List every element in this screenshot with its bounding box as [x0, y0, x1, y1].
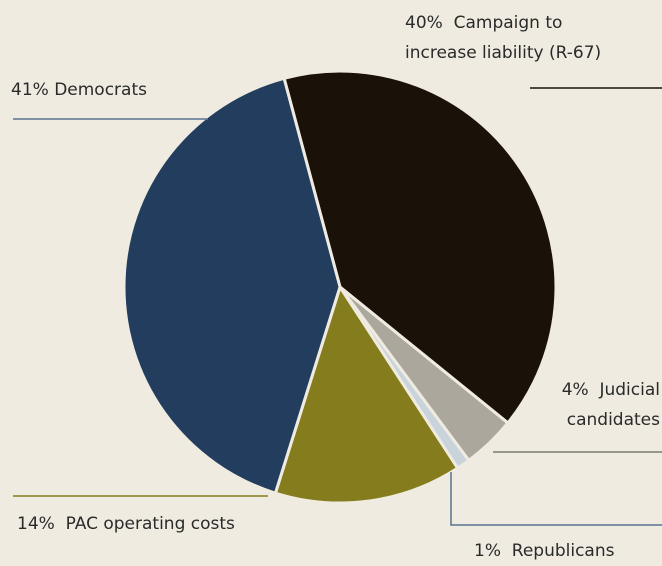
slice-label-democrats: 41% Democrats [11, 80, 147, 100]
pie-slice-campaign [282, 69, 558, 425]
slice-label-campaign: 40% Campaign to increase liability (R-67… [405, 13, 602, 63]
slice-label-pac-costs: 14% PAC operating costs [17, 514, 235, 534]
pie-slice-democrats [122, 76, 342, 495]
slice-label-judicial: 4% Judicial candidates [561, 380, 660, 430]
leader-line-republicans [450, 472, 662, 526]
slice-label-republicans: 1% Republicans [474, 541, 615, 561]
pie-slice-pac-costs [273, 285, 460, 505]
